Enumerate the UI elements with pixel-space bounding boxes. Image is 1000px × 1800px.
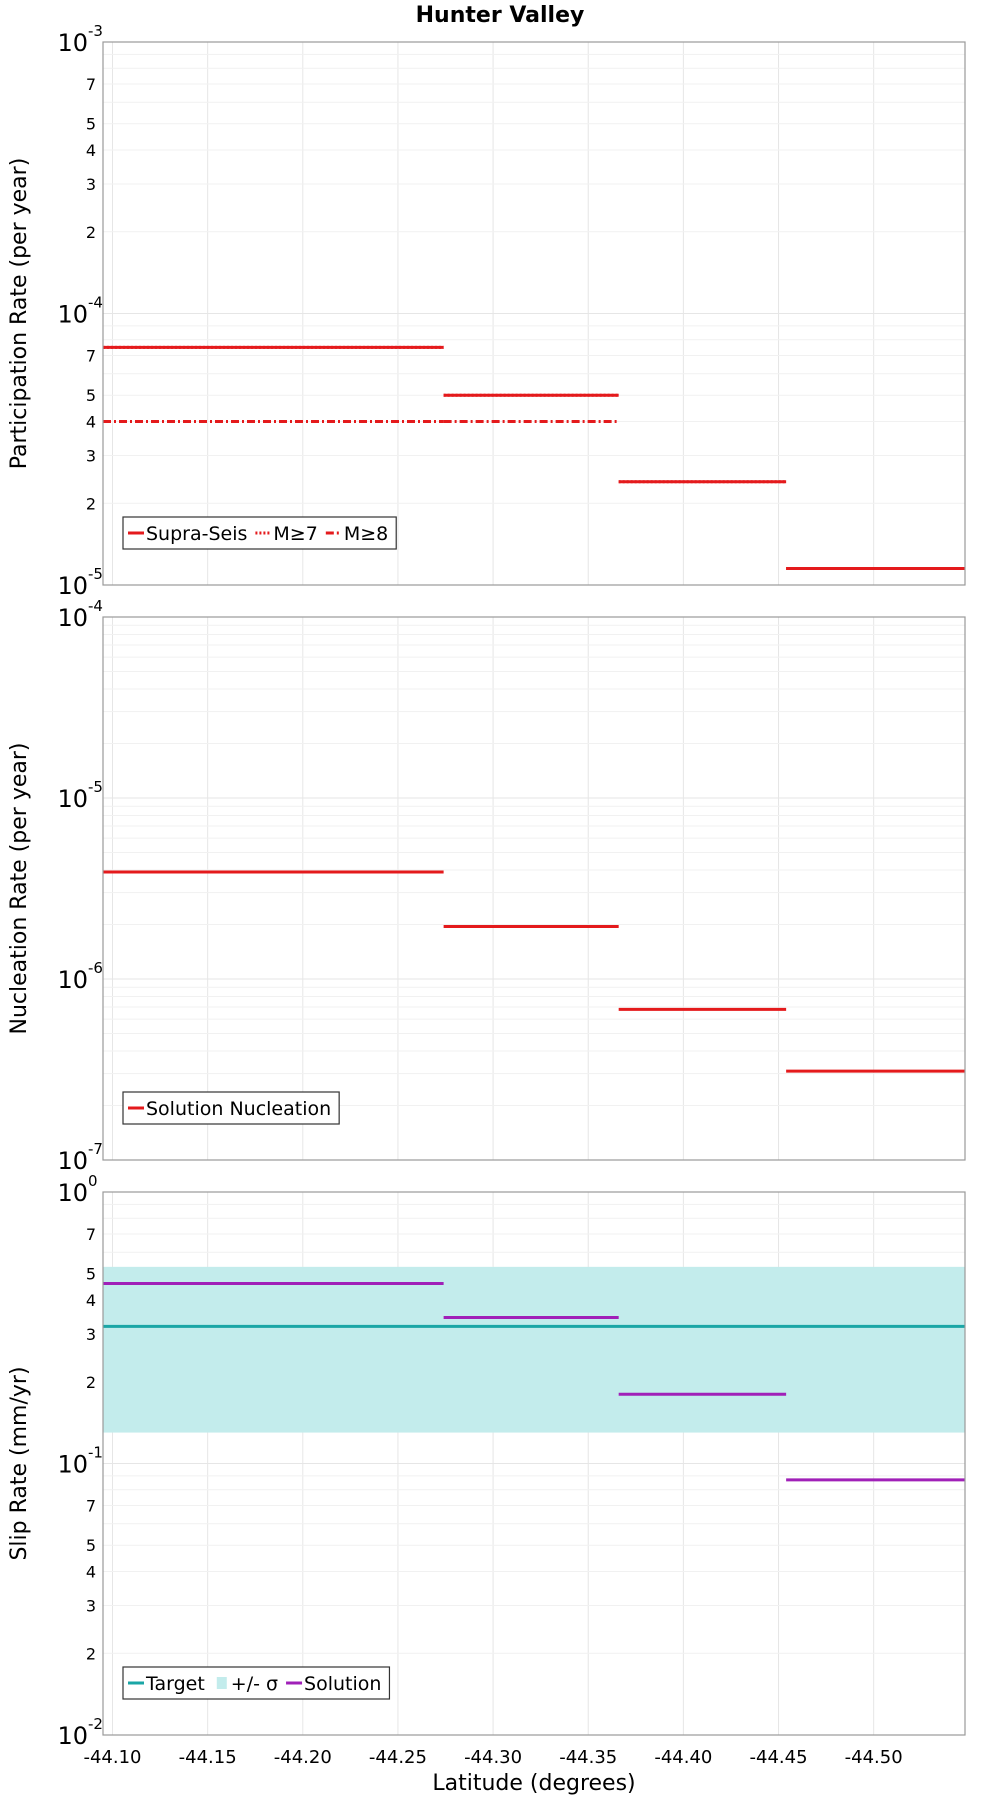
y-minor-tick-label: 7 [86, 1497, 96, 1516]
y-tick-exponent: -6 [88, 959, 103, 977]
y-tick-exponent: -5 [88, 778, 103, 796]
y-minor-tick-label: 7 [86, 347, 96, 366]
plot-frame [102, 41, 966, 586]
y-axis-label: Nucleation Rate (per year) [7, 743, 32, 1035]
legend-label-3: Solution [304, 1673, 381, 1695]
y-tick-exponent: -7 [88, 1140, 103, 1158]
y-minor-tick-label: 5 [86, 1265, 96, 1284]
y-minor-tick-label: 5 [86, 1536, 96, 1555]
plot-frame [102, 1191, 966, 1736]
x-tick-label: -44.15 [179, 1747, 237, 1768]
x-tick-label: -44.25 [369, 1747, 427, 1768]
sigma-band [103, 1266, 965, 1433]
y-tick-label: 10 [57, 1147, 88, 1175]
y-minor-tick-label: 4 [86, 1563, 96, 1582]
legend-label-1: Target [145, 1673, 205, 1695]
legend: Supra-Seis M≥7 M≥8 [122, 516, 397, 550]
y-tick-exponent: -2 [88, 1715, 103, 1733]
y-minor-tick-label: 5 [86, 115, 96, 134]
legend-label-2: +/- σ [231, 1673, 278, 1695]
y-tick-label: 10 [57, 966, 88, 994]
y-tick-label: 10 [57, 301, 88, 329]
legend: Solution Nucleation [122, 1091, 340, 1125]
x-tick-label: -44.10 [83, 1747, 141, 1768]
y-tick-label: 10 [57, 29, 88, 57]
legend-label-1: Solution Nucleation [146, 1098, 331, 1120]
y-minor-tick-label: 4 [86, 141, 96, 160]
y-tick-exponent: -4 [88, 294, 103, 312]
y-minor-tick-label: 3 [86, 175, 96, 194]
x-tick-label: -44.40 [654, 1747, 712, 1768]
y-minor-tick-label: 3 [86, 1325, 96, 1344]
legend-box [122, 1091, 340, 1125]
y-tick-exponent: -5 [88, 565, 103, 583]
legend-box [122, 1666, 391, 1700]
y-tick-exponent: -1 [88, 1444, 103, 1462]
y-tick-label: 10 [57, 785, 88, 813]
y-minor-tick-label: 3 [86, 1596, 96, 1615]
legend-label-3: M≥8 [344, 523, 388, 545]
y-tick-exponent: -4 [88, 597, 103, 615]
x-axis-label: Latitude (degrees) [432, 1771, 635, 1796]
y-minor-tick-label: 4 [86, 413, 96, 432]
y-minor-tick-label: 2 [86, 1644, 96, 1663]
y-tick-label: 10 [57, 1179, 88, 1207]
legend: Target +/- σ Solution [122, 1666, 391, 1700]
x-tick-label: -44.35 [559, 1747, 617, 1768]
chart-title: Hunter Valley [416, 3, 585, 28]
plot-frame [102, 616, 966, 1161]
y-tick-exponent: 0 [88, 1172, 98, 1190]
y-minor-tick-label: 2 [86, 494, 96, 513]
y-tick-label: 10 [57, 604, 88, 632]
legend-label-1: Supra-Seis [146, 523, 247, 545]
y-minor-tick-label: 7 [86, 1225, 96, 1244]
y-tick-label: 10 [57, 1722, 88, 1750]
y-tick-label: 10 [57, 572, 88, 600]
x-tick-label: -44.45 [750, 1747, 808, 1768]
y-axis-label: Participation Rate (per year) [7, 158, 32, 470]
y-minor-tick-label: 4 [86, 1291, 96, 1310]
y-minor-tick-label: 2 [86, 1373, 96, 1392]
y-minor-tick-label: 2 [86, 223, 96, 242]
y-axis-label: Slip Rate (mm/yr) [7, 1366, 32, 1560]
legend-swatch-2 [216, 1677, 227, 1689]
y-tick-exponent: -3 [88, 22, 103, 40]
y-minor-tick-label: 5 [86, 386, 96, 405]
x-tick-label: -44.30 [464, 1747, 522, 1768]
y-tick-label: 10 [57, 1451, 88, 1479]
y-minor-tick-label: 7 [86, 75, 96, 94]
x-tick-label: -44.50 [845, 1747, 903, 1768]
x-tick-label: -44.20 [274, 1747, 332, 1768]
y-minor-tick-label: 3 [86, 446, 96, 465]
legend-label-2: M≥7 [273, 523, 317, 545]
